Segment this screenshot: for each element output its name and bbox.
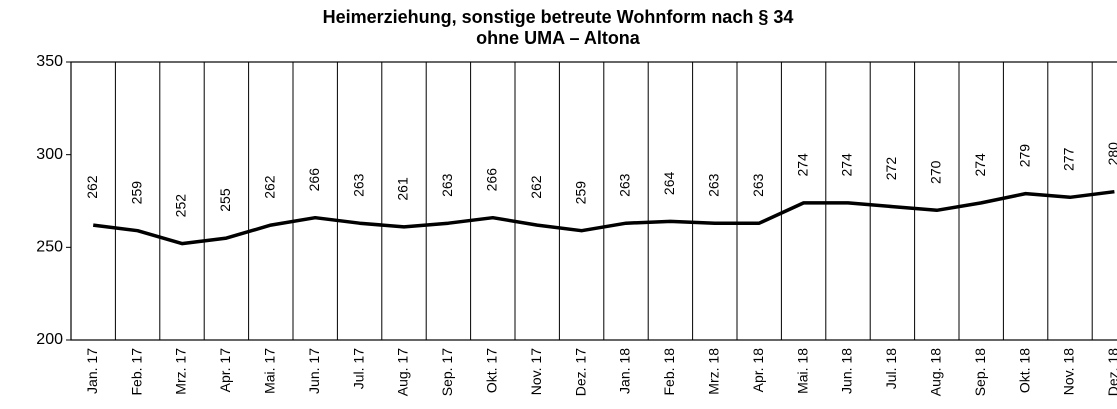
data-label: 280 xyxy=(1105,142,1117,166)
data-label: 262 xyxy=(262,175,278,199)
x-tick-label: Mrz. 17 xyxy=(173,348,189,395)
x-tick-label: Dez. 17 xyxy=(572,348,588,396)
data-label: 264 xyxy=(661,171,677,195)
data-label: 266 xyxy=(306,168,322,192)
x-tick-label: Mai. 18 xyxy=(794,348,810,394)
data-label: 274 xyxy=(839,153,855,177)
data-label: 277 xyxy=(1061,147,1077,171)
data-label: 262 xyxy=(84,175,100,199)
line xyxy=(92,189,1115,246)
x-tick-label: Jun. 17 xyxy=(306,348,322,394)
data-label: 259 xyxy=(572,181,588,205)
data-label: 263 xyxy=(617,173,633,197)
x-tick-label: Okt. 17 xyxy=(484,348,500,393)
chart-subtitle: ohne UMA – Altona xyxy=(476,28,641,48)
data-label: 266 xyxy=(484,168,500,192)
data-label: 252 xyxy=(173,194,189,218)
x-tick-label: Jul. 18 xyxy=(883,348,899,389)
y-tick-label: 350 xyxy=(36,53,63,70)
x-tick-label: Sep. 17 xyxy=(439,348,455,396)
x-tick-label: Mai. 17 xyxy=(262,348,278,394)
y-tick-label: 250 xyxy=(36,239,63,256)
x-tick-label: Nov. 17 xyxy=(528,348,544,395)
data-label: 255 xyxy=(217,188,233,212)
data-label: 263 xyxy=(750,173,766,197)
x-tick-label: Dez. 18 xyxy=(1105,348,1117,396)
x-tick-label: Sep. 18 xyxy=(972,348,988,396)
data-label: 270 xyxy=(928,160,944,184)
x-tick-label: Aug. 17 xyxy=(395,348,411,396)
x-tick-label: Jan. 18 xyxy=(617,348,633,394)
x-tick-label: Apr. 17 xyxy=(217,348,233,393)
x-tick-label: Mrz. 18 xyxy=(706,348,722,395)
x-tick-label: Jun. 18 xyxy=(839,348,855,394)
data-label: 272 xyxy=(883,157,899,181)
x-tick-label: Apr. 18 xyxy=(750,348,766,393)
data-label: 274 xyxy=(972,153,988,177)
y-tick-label: 300 xyxy=(36,146,63,163)
data-label: 263 xyxy=(706,173,722,197)
data-label: 279 xyxy=(1016,144,1032,168)
x-tick-label: Jan. 17 xyxy=(84,348,100,394)
x-tick-label: Feb. 18 xyxy=(661,348,677,396)
x-tick-label: Okt. 18 xyxy=(1016,348,1032,393)
data-label: 262 xyxy=(528,175,544,199)
data-label: 261 xyxy=(395,177,411,201)
y-tick-label: 200 xyxy=(36,331,63,348)
data-label: 274 xyxy=(794,153,810,177)
x-tick-label: Aug. 18 xyxy=(928,348,944,396)
data-label: 263 xyxy=(439,173,455,197)
data-label: 259 xyxy=(128,181,144,205)
x-tick-label: Feb. 17 xyxy=(128,348,144,396)
x-tick-label: Nov. 18 xyxy=(1061,348,1077,395)
x-tick-label: Jul. 17 xyxy=(350,348,366,389)
data-label: 263 xyxy=(350,173,366,197)
chart-title: Heimerziehung, sonstige betreute Wohnfor… xyxy=(323,7,794,27)
